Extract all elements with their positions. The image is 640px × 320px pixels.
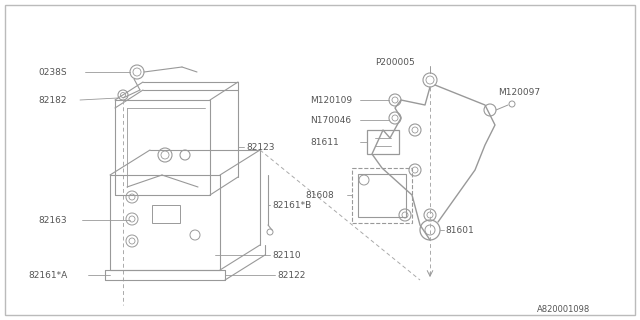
Text: 82163: 82163 bbox=[38, 215, 67, 225]
Text: 81608: 81608 bbox=[305, 190, 333, 199]
Text: 81601: 81601 bbox=[445, 226, 474, 235]
Text: P200005: P200005 bbox=[375, 58, 415, 67]
Bar bbox=[352, 168, 412, 223]
Text: M120109: M120109 bbox=[310, 95, 352, 105]
Text: 82161*A: 82161*A bbox=[28, 270, 67, 279]
Text: 82161*B: 82161*B bbox=[272, 201, 311, 210]
Text: A820001098: A820001098 bbox=[537, 306, 590, 315]
Text: 0238S: 0238S bbox=[38, 68, 67, 76]
Text: 82122: 82122 bbox=[277, 270, 305, 279]
Text: N170046: N170046 bbox=[310, 116, 351, 124]
Bar bbox=[367, 130, 399, 154]
Text: M120097: M120097 bbox=[498, 87, 540, 97]
Bar bbox=[358, 174, 406, 217]
Text: 82110: 82110 bbox=[272, 251, 301, 260]
Text: 81611: 81611 bbox=[310, 138, 339, 147]
Text: 82182: 82182 bbox=[38, 95, 67, 105]
Text: 82123: 82123 bbox=[246, 142, 275, 151]
